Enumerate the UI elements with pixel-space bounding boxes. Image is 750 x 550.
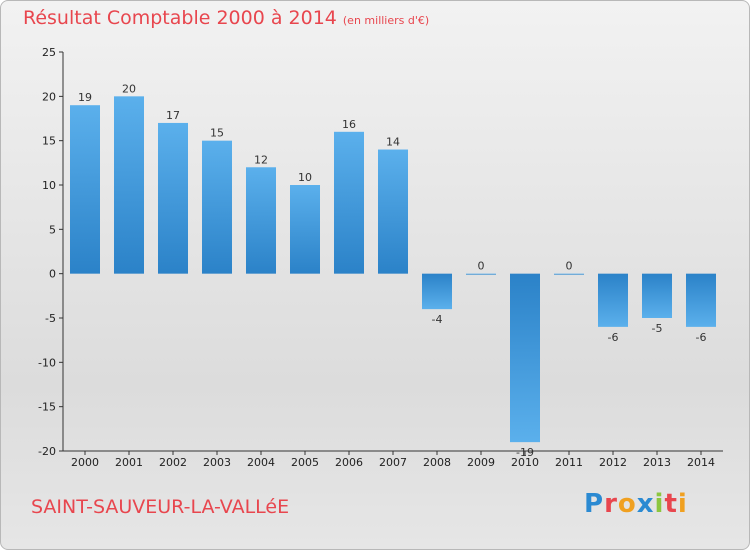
logo-letter: t <box>664 489 678 519</box>
bar <box>554 273 584 275</box>
bar <box>290 185 320 274</box>
x-tick-label: 2009 <box>467 456 495 469</box>
x-tick-label: 2001 <box>115 456 143 469</box>
y-tick-label: -10 <box>38 356 56 369</box>
x-tick-label: 2005 <box>291 456 319 469</box>
x-tick-label: 2003 <box>203 456 231 469</box>
data-label: -5 <box>652 322 663 335</box>
y-tick-label: 0 <box>49 268 56 281</box>
bar <box>378 149 408 274</box>
y-tick-label: 25 <box>42 46 56 59</box>
logo-letter: i <box>654 489 665 519</box>
y-tick-label: 15 <box>42 135 56 148</box>
data-label: -6 <box>696 331 707 344</box>
x-tick-label: 2014 <box>687 456 715 469</box>
data-label: 20 <box>122 82 136 95</box>
logo-letter: x <box>636 489 655 519</box>
y-tick-label: 20 <box>42 90 56 103</box>
bar <box>202 140 232 274</box>
y-tick-label: -5 <box>45 312 56 325</box>
data-label: -4 <box>432 313 443 326</box>
logo-letter: P <box>584 489 605 519</box>
title-text: Résultat Comptable 2000 à 2014 <box>23 7 337 29</box>
logo-letter: o <box>617 489 637 519</box>
y-tick-label: -15 <box>38 401 56 414</box>
x-tick-label: 2008 <box>423 456 451 469</box>
bar <box>114 96 144 274</box>
proxiti-logo[interactable]: Proxiti <box>584 489 688 519</box>
data-label: 16 <box>342 118 356 131</box>
x-tick-label: 2000 <box>71 456 99 469</box>
bar <box>246 167 276 274</box>
y-tick-label: 10 <box>42 179 56 192</box>
x-tick-label: 2002 <box>159 456 187 469</box>
x-tick-label: 2011 <box>555 456 583 469</box>
x-tick-label: 2007 <box>379 456 407 469</box>
data-label: 10 <box>298 171 312 184</box>
bar <box>686 273 716 327</box>
x-tick-label: 2012 <box>599 456 627 469</box>
logo-letter: r <box>604 489 618 519</box>
bar <box>642 273 672 318</box>
x-tick-label: 2004 <box>247 456 275 469</box>
y-tick-label: -20 <box>38 445 56 458</box>
x-tick-label: 2006 <box>335 456 363 469</box>
bar <box>158 122 188 274</box>
chart-subtitle: (en milliers d'€) <box>342 14 430 27</box>
bar <box>598 273 628 327</box>
bar <box>70 105 100 274</box>
bar <box>466 273 496 275</box>
logo-letter: i <box>677 489 688 519</box>
bar <box>510 273 540 443</box>
data-label: 14 <box>386 136 400 149</box>
bar <box>422 273 452 310</box>
data-label: 17 <box>166 109 180 122</box>
x-tick-label: 2010 <box>511 456 539 469</box>
data-label: -6 <box>608 331 619 344</box>
data-label: 15 <box>210 127 224 140</box>
bar <box>334 131 364 274</box>
data-label: 0 <box>478 260 485 273</box>
data-label: 12 <box>254 153 268 166</box>
chart-title: Résultat Comptable 2000 à 2014 (en millie… <box>23 7 429 29</box>
y-tick-label: 5 <box>49 223 56 236</box>
commune-name: SAINT-SAUVEUR-LA-VALLéE <box>31 496 290 518</box>
data-label: 0 <box>566 260 573 273</box>
data-label: 19 <box>78 91 92 104</box>
x-tick-label: 2013 <box>643 456 671 469</box>
